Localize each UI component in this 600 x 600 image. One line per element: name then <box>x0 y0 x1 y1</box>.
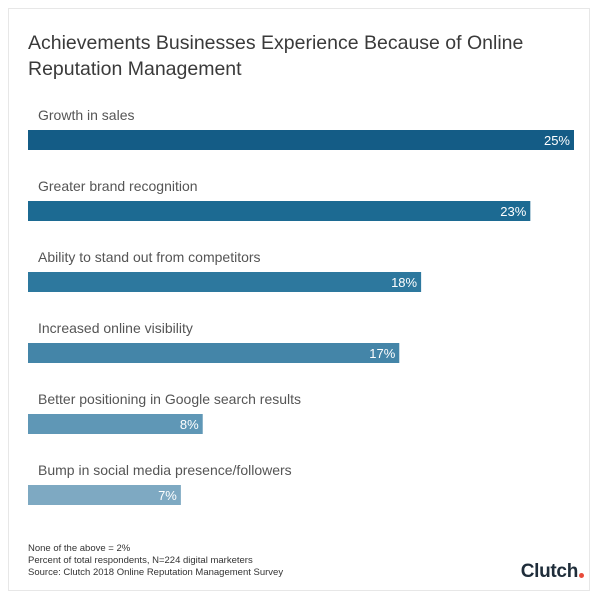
bar-category-label: Increased online visibility <box>38 320 193 336</box>
bar-value-label: 7% <box>158 488 177 503</box>
bar-category-label: Better positioning in Google search resu… <box>38 391 301 407</box>
footnote-none-of-above: None of the above = 2% <box>28 543 131 554</box>
bar <box>28 272 422 292</box>
bar <box>28 485 181 505</box>
chart-title: Achievements Businesses Experience Becau… <box>28 32 524 80</box>
bar-value-label: 23% <box>500 204 526 219</box>
bar <box>28 201 531 221</box>
bar-value-label: 8% <box>180 417 199 432</box>
bar <box>28 414 203 434</box>
bar-category-label: Growth in sales <box>38 107 134 123</box>
bar <box>28 343 400 363</box>
bar-category-label: Bump in social media presence/followers <box>38 462 292 478</box>
clutch-logo-dot-icon <box>579 573 584 578</box>
bar-value-label: 25% <box>544 133 570 148</box>
bar-value-label: 18% <box>391 275 417 290</box>
clutch-logo: Clutch <box>521 561 584 583</box>
footnote-respondents: Percent of total respondents, N=224 digi… <box>28 555 253 566</box>
bar-category-label: Greater brand recognition <box>38 178 198 194</box>
bar-value-label: 17% <box>369 346 395 361</box>
footnotes: None of the above = 2% Percent of total … <box>28 543 283 579</box>
footnote-source: Source: Clutch 2018 Online Reputation Ma… <box>28 567 284 578</box>
bar-category-label: Ability to stand out from competitors <box>38 249 261 265</box>
bar <box>28 130 574 150</box>
clutch-logo-text: Clutch <box>520 561 579 582</box>
